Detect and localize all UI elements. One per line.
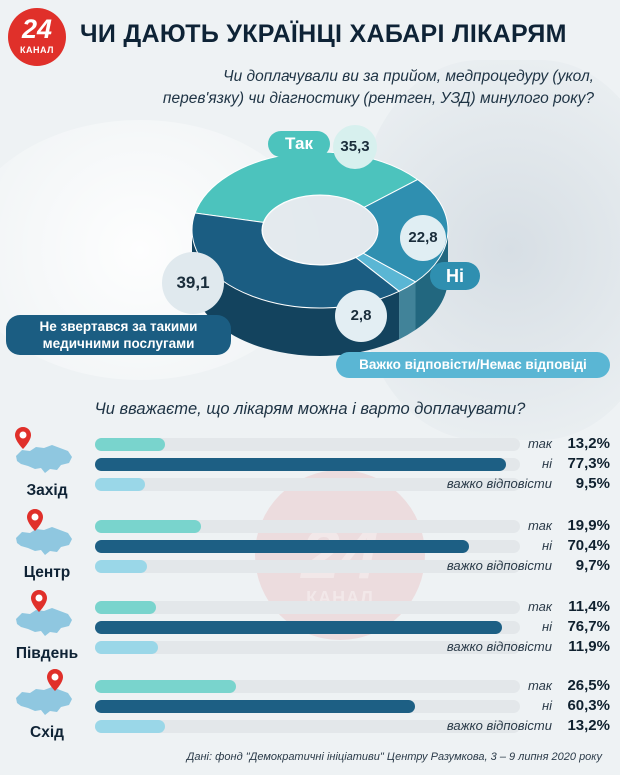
slice-label-line: медичними послугами <box>42 336 195 351</box>
slice-value-ni: 22,8 <box>400 215 446 261</box>
bar-no <box>95 621 502 634</box>
bar-track <box>95 458 520 471</box>
bar-label: важко відповісти <box>446 558 552 573</box>
bar-value: 19,9% <box>567 517 610 534</box>
logo-number: 24 <box>21 14 53 44</box>
bar-track <box>95 560 520 573</box>
bar-label: так <box>527 518 552 533</box>
bar-value: 9,5% <box>575 475 610 492</box>
bar-label: ні <box>541 456 552 471</box>
bar-value: 9,7% <box>575 557 610 574</box>
bar-value: 11,9% <box>568 638 610 655</box>
bar-label: ні <box>541 538 552 553</box>
bar-label: ні <box>541 698 552 713</box>
bar-value: 70,4% <box>567 537 610 554</box>
slice-label-ni: Ні <box>430 262 480 290</box>
bar-label: важко відповісти <box>446 476 552 491</box>
bar-yes <box>95 680 236 693</box>
channel-logo: 24 КАНАЛ <box>8 8 66 66</box>
slice-label-none: Не звертався за такими медичними послуга… <box>6 315 231 355</box>
slice-label-hard: Важко відповісти/Немає відповіді <box>336 352 610 378</box>
bar-label: важко відповісти <box>446 718 552 733</box>
bar-no <box>95 700 415 713</box>
bar-hard <box>95 641 158 654</box>
region-name: Центр <box>23 564 71 581</box>
bar-label: важко відповісти <box>446 639 552 654</box>
ukraine-map-icon <box>16 445 72 473</box>
donut-question: Чи доплачували ви за прийом, медпроцедур… <box>74 66 594 110</box>
region-block: Південь так 11,4% ні 76,7% важко відповісти 11… <box>0 590 620 673</box>
bar-yes <box>95 520 201 533</box>
ukraine-map-icon <box>16 687 72 715</box>
bar-track <box>95 641 520 654</box>
donut-slice <box>191 212 401 309</box>
location-pin-icon <box>31 590 47 612</box>
logo-word: КАНАЛ <box>20 45 54 55</box>
region-name: Схід <box>30 724 64 741</box>
region-block: Схід так 26,5% ні 60,3% важко відповісти 13,2% <box>0 669 620 752</box>
bar-value: 13,2% <box>567 717 610 734</box>
location-pin-icon <box>27 509 43 531</box>
bar-track <box>95 621 520 634</box>
region-block: Захід так 13,2% ні 77,3% важко відповісти 9,5% <box>0 427 620 510</box>
ukraine-map-icon <box>16 608 72 636</box>
bar-no <box>95 458 506 471</box>
slice-label-line: Не звертався за такими <box>39 319 198 334</box>
ukraine-map-icon <box>16 527 72 555</box>
bar-track <box>95 680 520 693</box>
bar-yes <box>95 601 156 614</box>
bar-yes <box>95 438 165 451</box>
location-pin-icon <box>47 669 63 691</box>
bars-question: Чи вважаєте, що лікарям можна і варто до… <box>94 400 526 418</box>
donut-slice <box>194 151 419 223</box>
bar-track <box>95 478 520 491</box>
bar-track <box>95 601 520 614</box>
slice-value-none: 39,1 <box>162 252 224 314</box>
bar-hard <box>95 560 147 573</box>
region-name: Південь <box>15 645 79 662</box>
donut-question-line: Чи доплачували ви за прийом, медпроцедур… <box>223 68 594 85</box>
bar-value: 76,7% <box>567 618 610 635</box>
bar-hard <box>95 478 145 491</box>
bar-value: 26,5% <box>567 677 610 694</box>
bar-label: ні <box>541 619 552 634</box>
donut-slice-wall <box>399 281 416 340</box>
source-note: Дані: фонд "Демократичні ініціативи" Цен… <box>186 751 602 763</box>
bar-label: так <box>527 436 552 451</box>
region-name: Захід <box>26 482 68 499</box>
bar-value: 77,3% <box>567 455 610 472</box>
bar-track <box>95 540 520 553</box>
bar-track <box>95 520 520 533</box>
region-block: Центр так 19,9% ні 70,4% важко відповісти 9,7% <box>0 509 620 592</box>
bar-track <box>95 720 520 733</box>
bar-no <box>95 540 469 553</box>
bar-value: 60,3% <box>567 697 610 714</box>
bar-label: так <box>527 599 552 614</box>
page-title: ЧИ ДАЮТЬ УКРАЇНЦІ ХАБАРІ ЛІКАРЯМ <box>80 20 567 48</box>
location-pin-icon <box>15 427 31 449</box>
bar-value: 13,2% <box>567 435 610 452</box>
slice-label-tak: Так <box>268 131 330 157</box>
bar-hard <box>95 720 165 733</box>
slice-value-hard: 2,8 <box>335 290 387 342</box>
bar-track <box>95 438 520 451</box>
bar-value: 11,4% <box>568 598 610 615</box>
bar-label: так <box>527 678 552 693</box>
bar-track <box>95 700 520 713</box>
donut-question-line: перев'язку) чи діагностику (рентген, УЗД… <box>162 90 594 107</box>
donut-hole <box>263 196 377 264</box>
slice-value-tak: 35,3 <box>333 125 377 169</box>
